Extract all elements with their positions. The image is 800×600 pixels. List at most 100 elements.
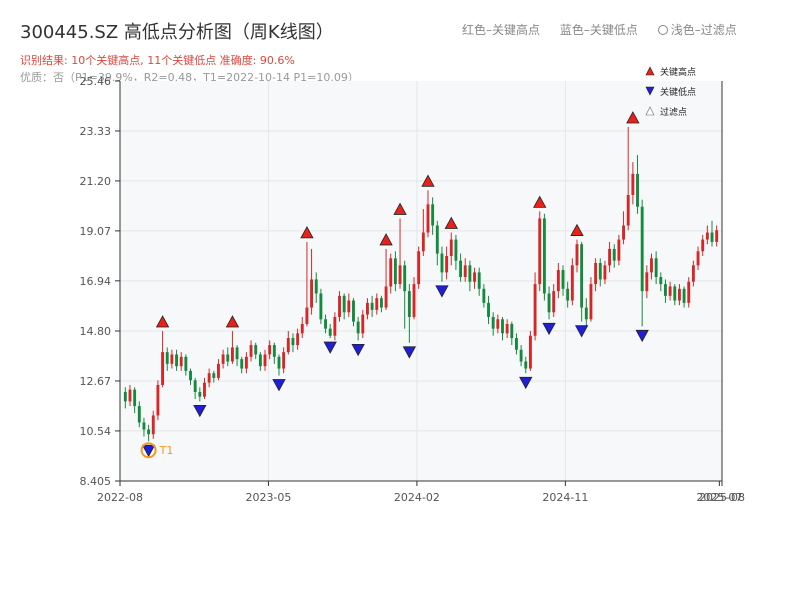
candle: [268, 340, 272, 360]
candle-body: [375, 298, 379, 310]
legend-low-label: 关键低点: [660, 86, 696, 98]
candle: [542, 213, 546, 301]
candle: [300, 316, 304, 339]
candle: [212, 370, 216, 383]
candle: [431, 197, 435, 235]
candle-body: [626, 194, 630, 226]
candle-body: [668, 286, 672, 296]
candle-body: [226, 354, 230, 362]
candle: [445, 246, 449, 280]
t1-ring: [140, 442, 157, 459]
candle: [594, 258, 598, 292]
candle: [589, 277, 593, 322]
candle-body: [328, 328, 332, 336]
candle-body: [417, 251, 421, 285]
candle: [310, 248, 314, 315]
candle: [207, 368, 211, 388]
candle: [240, 356, 244, 374]
candle-body: [463, 265, 467, 278]
candle-body: [440, 253, 444, 273]
candle-body: [123, 391, 127, 402]
candle-body: [254, 345, 258, 355]
candle: [338, 291, 341, 322]
key-high-marker: [626, 111, 640, 124]
filtered-legend: 浅色–过滤点: [657, 23, 737, 37]
color-legend: 红色–关键高点 蓝色–关键低点 浅色–过滤点: [462, 21, 753, 38]
candle-body: [426, 204, 430, 233]
candle: [179, 352, 183, 371]
candle: [272, 342, 276, 364]
candle: [407, 284, 411, 343]
candle: [305, 241, 309, 327]
candle: [603, 260, 607, 285]
candle-body: [556, 270, 560, 292]
candle: [482, 284, 486, 308]
candle: [580, 241, 584, 322]
y-tick-label: 21.20: [80, 175, 112, 188]
candle-body: [156, 384, 160, 416]
candle: [277, 354, 281, 376]
key-low-marker: [574, 325, 589, 338]
candle-body: [421, 232, 425, 252]
candle-body: [324, 319, 327, 329]
candle: [319, 288, 323, 324]
candle-body: [244, 356, 248, 369]
candle-body: [291, 338, 295, 346]
candle-body: [161, 352, 165, 385]
candle-body: [431, 204, 435, 226]
candle: [142, 417, 146, 437]
candle: [468, 260, 472, 292]
candle: [342, 293, 346, 320]
key-low-marker: [323, 341, 337, 354]
candle-body: [477, 272, 481, 289]
candle: [459, 253, 463, 282]
candle: [710, 220, 714, 247]
candle-body: [175, 354, 178, 367]
candle-body: [701, 239, 705, 252]
candle: [403, 260, 407, 329]
candle-body: [640, 206, 644, 292]
candle: [598, 258, 602, 287]
candle-body: [249, 345, 253, 357]
candle: [473, 267, 476, 289]
candle-body: [589, 284, 593, 320]
candle: [370, 295, 374, 317]
candle-body: [468, 265, 472, 282]
candle-body: [286, 338, 290, 353]
candle-body: [217, 363, 220, 378]
y-tick-label: 25.46: [80, 75, 112, 88]
candle-body: [603, 265, 607, 280]
y-tick-label: 8.405: [80, 475, 112, 488]
candle-body: [682, 288, 686, 303]
candle: [677, 284, 681, 306]
grid-lines: [120, 81, 722, 481]
candle: [235, 345, 239, 367]
candle: [296, 328, 300, 350]
candle-body: [263, 354, 267, 367]
legend-high-label: 关键高点: [660, 66, 696, 78]
candle: [230, 331, 234, 364]
candle: [654, 251, 658, 285]
candle-body: [142, 422, 146, 430]
candle: [170, 349, 174, 369]
candle: [352, 298, 355, 327]
candle: [421, 209, 425, 256]
candle-body: [491, 316, 495, 329]
candle-body: [203, 382, 206, 397]
candle: [584, 298, 588, 327]
y-tick-label: 16.94: [80, 275, 112, 288]
candle: [249, 340, 253, 362]
candle: [501, 316, 504, 341]
candle-body: [435, 225, 439, 254]
candle-body: [398, 265, 402, 285]
candle: [477, 267, 481, 296]
candle: [691, 260, 695, 287]
candle-body: [584, 307, 588, 320]
key-high-marker: [570, 223, 584, 236]
candle: [715, 225, 719, 247]
candle-body: [393, 258, 397, 285]
legend-filtered-icon: [645, 106, 655, 116]
candle: [165, 347, 169, 371]
candle: [361, 309, 365, 339]
